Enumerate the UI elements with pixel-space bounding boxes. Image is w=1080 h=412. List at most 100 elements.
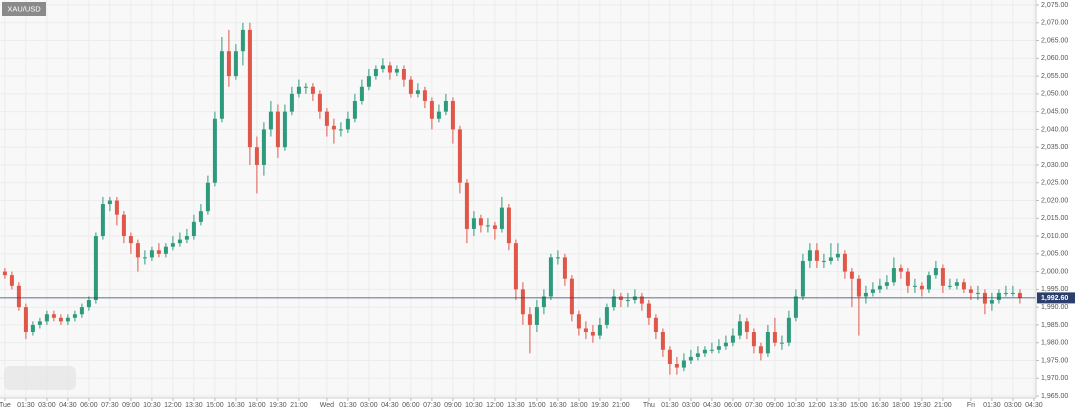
candle-body (884, 282, 889, 286)
candle-body (233, 51, 238, 77)
x-tick-label: 04:30 (703, 402, 721, 409)
candle-body (898, 268, 903, 272)
candle-body (989, 300, 994, 304)
candle-body (429, 100, 434, 119)
candle-body (625, 300, 630, 302)
candle-body (282, 111, 287, 148)
x-tick-label: 21:00 (290, 402, 308, 409)
candle-body (842, 253, 847, 272)
candle-body (2, 271, 7, 276)
candle-body (303, 86, 308, 88)
y-tick-label: 2,000.00 (1041, 268, 1068, 275)
candle-body (149, 250, 154, 258)
y-tick-label: 2,040.00 (1041, 126, 1068, 133)
candle-body (51, 314, 56, 318)
y-tick-label: 1,985.00 (1041, 322, 1068, 329)
x-tick-label: 12:00 (164, 402, 182, 409)
candle-body (23, 307, 28, 333)
candle-body (520, 289, 525, 315)
candle-body (289, 93, 294, 112)
candle-body (324, 111, 329, 126)
candle-body (681, 360, 686, 368)
candle-body (527, 314, 532, 325)
candle-body (807, 250, 812, 261)
candle-body (261, 129, 266, 165)
candle-body (170, 243, 175, 247)
x-tick-label: 01:30 (661, 402, 679, 409)
candle-body (37, 321, 42, 325)
candle-body (821, 260, 826, 262)
candle-body (247, 29, 252, 148)
x-tick-label: 18:00 (892, 402, 910, 409)
candle-body (380, 65, 385, 69)
candle-body (576, 314, 581, 329)
x-tick-label: Wed (320, 402, 334, 409)
candle-body (366, 76, 371, 87)
candle-body (387, 65, 392, 73)
x-tick-label: 16:30 (227, 402, 245, 409)
candle-body (394, 68, 399, 73)
last-price-badge (1037, 292, 1075, 304)
candle-body (961, 282, 966, 290)
candle-body (436, 111, 441, 119)
candle-body (226, 51, 231, 77)
candle-body (891, 268, 896, 283)
candle-body (702, 349, 707, 354)
candle-body (940, 268, 945, 286)
candle-body (765, 332, 770, 354)
candle-body (79, 307, 84, 315)
y-tick-label: 2,035.00 (1041, 144, 1068, 151)
y-tick-label: 2,030.00 (1041, 162, 1068, 169)
candle-body (254, 147, 259, 165)
candle-body (723, 342, 728, 347)
blurred-box (4, 366, 76, 390)
x-tick-label: 07:30 (745, 402, 763, 409)
y-tick-label: 1,975.00 (1041, 357, 1068, 364)
candle-body (100, 204, 105, 237)
candle-body (947, 285, 952, 287)
x-tick-label: 06:00 (80, 402, 98, 409)
candle-body (779, 342, 784, 344)
candle-body (401, 68, 406, 80)
candle-body (975, 292, 980, 294)
x-tick-label: 07:30 (423, 402, 441, 409)
candle-body (317, 93, 322, 112)
x-tick-label: 15:00 (850, 402, 868, 409)
candle-body (114, 200, 119, 215)
candle-body (996, 292, 1001, 301)
candle-body (464, 182, 469, 229)
candle-body (695, 353, 700, 357)
candle-body (296, 86, 301, 94)
x-tick-label: 15:00 (528, 402, 546, 409)
y-tick-label: 2,065.00 (1041, 37, 1068, 44)
y-tick-label: 1,965.00 (1041, 393, 1068, 400)
y-tick-label: 1,980.00 (1041, 340, 1068, 347)
candle-body (849, 271, 854, 279)
candle-body (870, 289, 875, 293)
x-tick-label: 01:30 (983, 402, 1001, 409)
y-tick-label: 2,010.00 (1041, 233, 1068, 240)
candle-body (758, 346, 763, 354)
x-tick-label: 03:00 (38, 402, 56, 409)
candles (2, 22, 1022, 375)
candle-body (688, 356, 693, 361)
candle-body (597, 324, 602, 336)
x-tick-label: 12:00 (808, 402, 826, 409)
candle-body (919, 285, 924, 290)
candle-body (667, 349, 672, 365)
candle-body (415, 90, 420, 94)
x-tick-label: 03:00 (682, 402, 700, 409)
candle-body (450, 100, 455, 130)
candle-body (716, 346, 721, 350)
candle-body (954, 282, 959, 286)
candle-body (590, 332, 595, 336)
candle-body (373, 68, 378, 77)
candle-body (856, 278, 861, 297)
candle-body (646, 303, 651, 318)
y-tick-label: 2,005.00 (1041, 251, 1068, 258)
candle-body (93, 236, 98, 301)
x-tick-label: 16:30 (549, 402, 567, 409)
x-tick-label: 13:30 (829, 402, 847, 409)
candle-body (72, 314, 77, 318)
x-tick-label: 03:00 (360, 402, 378, 409)
